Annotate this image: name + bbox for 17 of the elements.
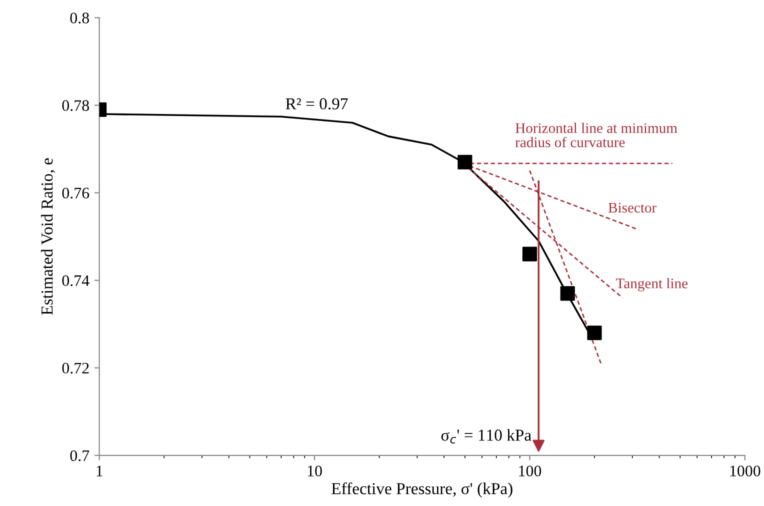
x-tick-label: 1 [96, 466, 102, 476]
annotation: Horizontal line at minimum radius of curvature [515, 122, 678, 148]
y-tick-label: 0.72 [62, 362, 89, 374]
y-tick-label: 0.78 [62, 100, 89, 112]
x-tick-label: 10 [308, 466, 322, 476]
y-tick-label: 0.76 [62, 188, 90, 199]
y-tick-label: 0.8 [70, 12, 89, 24]
x-axis-title: Effective Pressure, σ' (kPa) [332, 482, 512, 498]
y-axis-title: Estimated Void Ratio, e [40, 158, 56, 315]
y-tick-label: 0.7 [70, 450, 90, 462]
x-tick-label: 1000 [730, 466, 760, 476]
annotation: σ$_{c}$' = 110 kPa [441, 429, 532, 444]
x-tick-label: 100 [519, 466, 542, 476]
annotation: R² = 0.97 [286, 98, 348, 110]
annotation: Tangent line [616, 278, 688, 292]
annotation: Bisector [608, 202, 657, 213]
y-tick-label: 0.74 [62, 275, 90, 286]
